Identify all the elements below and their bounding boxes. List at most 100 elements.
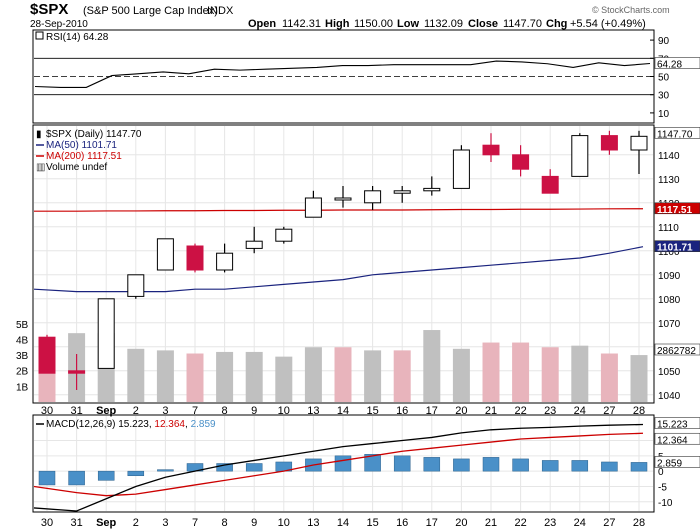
price-tick-label: 1070 xyxy=(658,319,681,330)
price-panel-frame xyxy=(32,124,655,404)
x-tick-label-upper: 31 xyxy=(70,405,82,417)
volume-tick-label: 1B xyxy=(16,382,29,393)
candle xyxy=(571,133,589,177)
symbol: $SPX xyxy=(30,1,68,18)
macd-histogram-bar xyxy=(482,457,500,472)
x-tick-label-lower: 28 xyxy=(633,517,645,529)
candle-body xyxy=(127,274,145,297)
x-tick-label-lower: 27 xyxy=(603,517,615,529)
macd-histogram-bar xyxy=(38,470,56,486)
low-label: Low xyxy=(397,18,419,30)
macd-legend-signal: 12.364 xyxy=(154,419,185,430)
x-tick-label-upper: 10 xyxy=(278,405,290,417)
candle-body xyxy=(393,190,411,194)
macd-histogram-bar xyxy=(541,460,559,472)
x-tick-label-lower: 7 xyxy=(192,517,198,529)
x-tick-label-upper: 23 xyxy=(544,405,556,417)
ma50-last-value-box xyxy=(654,240,700,252)
x-tick-label-lower: 17 xyxy=(426,517,438,529)
macd-histogram-bar xyxy=(127,470,145,477)
candle-body xyxy=(423,187,441,192)
volume-bar xyxy=(600,353,618,402)
volume-bar xyxy=(482,342,500,402)
x-tick-label-upper: 27 xyxy=(603,405,615,417)
ma200-legend: MA(200) 1117.51 xyxy=(46,151,122,162)
signal-last-value-box xyxy=(654,432,700,445)
change-value: +5.54 (+0.49%) xyxy=(570,18,646,30)
x-tick-label-lower: 30 xyxy=(41,517,53,529)
rsi-legend-icon xyxy=(35,31,44,40)
candle-legend-icon: ▮ xyxy=(36,129,42,140)
candle xyxy=(97,298,115,369)
ma200-last-value-box xyxy=(654,202,700,215)
candle xyxy=(393,186,411,203)
low-value: 1132.09 xyxy=(424,18,463,30)
x-tick-label-upper: 22 xyxy=(514,405,526,417)
macd-legend-macd: 15.223 xyxy=(118,419,149,430)
x-tick-label-lower: 21 xyxy=(485,517,497,529)
candle-body xyxy=(512,154,530,170)
volume-bar xyxy=(364,350,382,402)
price-legend-title: $SPX (Daily) 1147.70 xyxy=(46,129,142,140)
macd-tick-label: -5 xyxy=(658,482,667,493)
volume-bar xyxy=(393,350,411,402)
candle-body xyxy=(216,252,234,271)
candle-body xyxy=(482,144,500,156)
candle-body xyxy=(156,238,174,271)
rsi-tick-label: 50 xyxy=(658,73,670,84)
ma50-last-value: 1101.71 xyxy=(657,243,693,254)
macd-histogram-bar xyxy=(364,454,381,472)
x-tick-label-upper: 14 xyxy=(337,405,349,417)
candle-body xyxy=(186,245,204,271)
ma200-line xyxy=(34,208,644,212)
x-tick-label-lower: 10 xyxy=(278,517,290,529)
macd-histogram-bar xyxy=(512,458,529,472)
macd-histogram-bar xyxy=(68,470,85,486)
candle xyxy=(186,243,204,273)
signal-last-value: 12.364 xyxy=(657,435,688,446)
volume-tick-label: 4B xyxy=(16,335,29,346)
volume-bar xyxy=(423,330,441,402)
chart-date: 28-Sep-2010 xyxy=(30,19,88,30)
volume-bar xyxy=(512,342,530,402)
x-tick-label-upper: 28 xyxy=(633,405,645,417)
rsi-line xyxy=(34,60,651,88)
macd-legend-prefix: MACD(12,26,9) xyxy=(46,419,115,430)
x-tick-label-lower: Sep xyxy=(96,517,116,529)
price-last-value-box xyxy=(654,127,700,139)
brand-watermark: © StockCharts.com xyxy=(592,5,670,15)
price-tick-label: 1040 xyxy=(658,391,681,402)
x-tick-label-upper: 3 xyxy=(162,405,168,417)
candle xyxy=(600,130,618,155)
x-tick-label-lower: 20 xyxy=(455,517,467,529)
candle-body xyxy=(452,149,470,189)
ma200-last-value: 1117.51 xyxy=(657,205,692,216)
candle xyxy=(304,190,322,218)
volume-bar xyxy=(245,351,263,402)
macd-last-value: 15.223 xyxy=(657,420,688,431)
candle xyxy=(452,145,470,189)
volume-bar xyxy=(452,348,470,402)
x-tick-label-lower: 9 xyxy=(251,517,257,529)
volume-bar xyxy=(630,355,648,402)
candle-body xyxy=(541,175,559,194)
candle xyxy=(630,130,648,174)
x-tick-label-lower: 8 xyxy=(222,517,228,529)
candle xyxy=(216,243,234,273)
x-tick-label-lower: 14 xyxy=(337,517,349,529)
index-name: (S&P 500 Large Cap Index) xyxy=(83,5,218,17)
candle xyxy=(245,226,263,254)
x-tick-label-upper: 2 xyxy=(133,405,139,417)
candle-body xyxy=(630,135,648,151)
volume-bar xyxy=(156,350,174,402)
x-tick-label-upper: 9 xyxy=(251,405,257,417)
candle-body xyxy=(245,240,263,249)
close-value: 1147.70 xyxy=(503,18,542,30)
candle-body xyxy=(275,228,293,242)
price-tick-label: 1140 xyxy=(658,151,680,162)
x-tick-label-upper: 20 xyxy=(455,405,467,417)
x-tick-label-lower: 31 xyxy=(70,517,82,529)
macd-tick-label: 0 xyxy=(658,467,664,478)
rsi-tick-label: 30 xyxy=(658,91,670,102)
